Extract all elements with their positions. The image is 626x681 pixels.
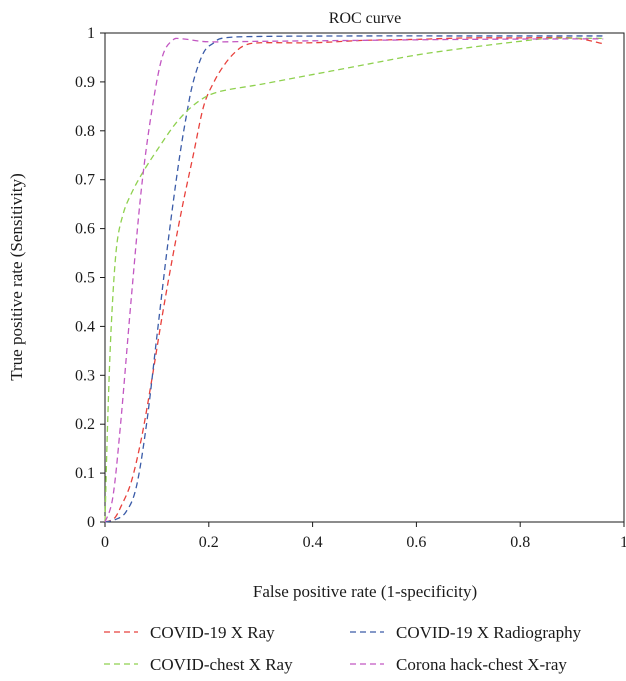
y-tick-label: 0.2 xyxy=(75,416,95,433)
y-tick-label: 0 xyxy=(87,514,95,531)
y-tick-label: 0.6 xyxy=(75,221,95,238)
y-axis-title: True positive rate (Sensitivity) xyxy=(7,173,26,381)
series-line-corona-hack-chest-x-ray xyxy=(104,37,604,523)
legend-label-covid-chest-x-ray: COVID-chest X Ray xyxy=(150,655,293,674)
chart-title: ROC curve xyxy=(329,10,401,27)
legend: COVID-19 X Ray COVID-19 X Radiography COVI… xyxy=(104,623,582,674)
legend-label-corona-hack-chest-x-ray: Corona hack-chest X-ray xyxy=(396,655,567,674)
y-tick-label: 0.7 xyxy=(75,172,95,189)
y-tick-label: 0.4 xyxy=(75,318,95,335)
y-tick-label: 0.3 xyxy=(75,367,95,384)
y-tick-label: 0.8 xyxy=(75,123,95,140)
x-tick-label: 0 xyxy=(101,534,109,551)
y-tick-label: 0.5 xyxy=(75,270,95,287)
legend-label-covid-19-x-radiography: COVID-19 X Radiography xyxy=(396,623,582,642)
legend-label-covid-19-x-ray: COVID-19 X Ray xyxy=(150,623,275,642)
y-tick-label: 1 xyxy=(87,25,95,42)
series-line-covid-19-x-radiography xyxy=(104,35,604,523)
plot-area: 0 0.2 0.4 0.6 0.8 1 0 0.1 0.2 0.3 0.4 0.5 0.6 0.7 0.8 0… xyxy=(75,25,626,551)
series-line-covid-19-x-ray xyxy=(104,36,604,523)
y-tick-label: 0.1 xyxy=(75,465,95,482)
x-tick-label: 0.6 xyxy=(406,534,426,551)
x-tick-label: 0.8 xyxy=(510,534,530,551)
x-axis-title: False positive rate (1-specificity) xyxy=(253,582,477,601)
x-tick-label: 0.2 xyxy=(199,534,219,551)
y-tick-label: 0.9 xyxy=(75,74,95,91)
x-tick-label: 1 xyxy=(620,534,626,551)
plot-frame xyxy=(104,32,625,523)
series-line-covid-chest-x-ray xyxy=(104,37,604,523)
x-tick-label: 0.4 xyxy=(303,534,323,551)
